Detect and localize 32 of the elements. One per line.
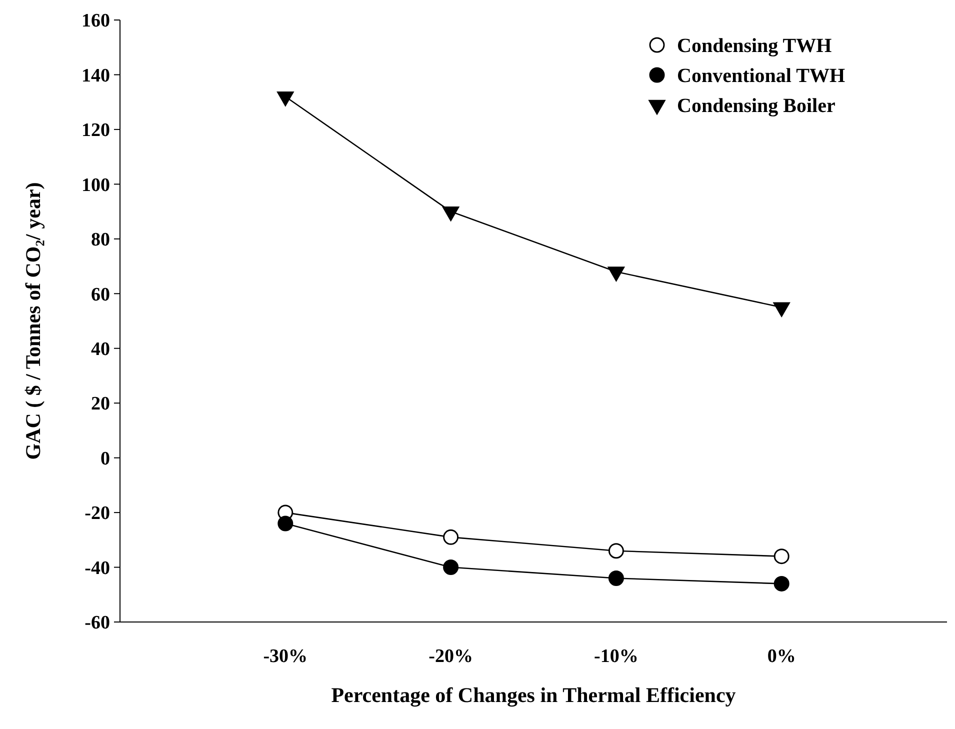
- y-tick-label: 40: [91, 339, 110, 360]
- point: [773, 302, 790, 318]
- point: [276, 92, 294, 106]
- point: [774, 548, 790, 564]
- point: [442, 206, 460, 222]
- point: [608, 570, 624, 586]
- x-tick-label: -10%: [594, 646, 638, 667]
- legend-label: Condensing TWH: [677, 35, 832, 57]
- y-tick-label: -20: [84, 503, 110, 524]
- point: [278, 516, 294, 532]
- y-tick-label: 0: [100, 448, 110, 470]
- x-tick-label: 0%: [767, 646, 796, 667]
- legend-label: Conventional TWH: [677, 65, 846, 87]
- point: [608, 266, 625, 282]
- point: [443, 560, 459, 576]
- point: [608, 543, 624, 559]
- y-tick-label: 60: [91, 284, 110, 306]
- y-tick-label: 140: [82, 65, 110, 86]
- point: [774, 576, 790, 592]
- point: [443, 529, 459, 545]
- y-tick-label: 160: [82, 10, 110, 32]
- x-tick-label: -30%: [263, 646, 308, 667]
- x-tick-label: -20%: [428, 646, 473, 667]
- y-tick-label: -40: [84, 558, 110, 579]
- y-tick-label: 120: [82, 120, 110, 142]
- y-axis-title: GAC ( $ / Tonnes of CO₂/ year): [21, 182, 45, 460]
- y-tick-label: 80: [91, 230, 110, 251]
- legend-label: Condensing Boiler: [677, 95, 836, 117]
- y-tick-label: 100: [82, 174, 110, 196]
- y-tick-label: 20: [91, 394, 110, 415]
- y-tick-label: -60: [84, 612, 110, 634]
- x-axis-title: Percentage of Changes in Thermal Efficiency: [331, 683, 736, 707]
